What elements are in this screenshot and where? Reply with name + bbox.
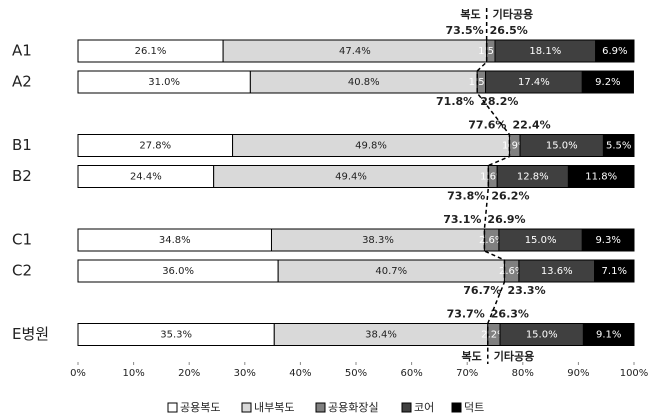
value-label: 34.8% bbox=[159, 235, 191, 246]
category-label: A2 bbox=[12, 73, 32, 91]
value-label: 40.8% bbox=[348, 77, 380, 88]
split-label-left: 71.8% bbox=[436, 95, 474, 108]
value-label: 36.0% bbox=[162, 266, 194, 277]
value-label: 27.8% bbox=[139, 141, 171, 152]
category-label: E병원 bbox=[12, 325, 49, 343]
legend-swatch bbox=[451, 402, 462, 413]
value-label: 9.3% bbox=[595, 235, 620, 246]
bar-segment bbox=[567, 165, 635, 188]
bar-segment bbox=[582, 323, 635, 346]
x-tick-label: 0% bbox=[70, 368, 86, 379]
value-label: 1.6% bbox=[480, 172, 505, 183]
split-label-left: 73.1% bbox=[443, 213, 481, 226]
legend-label: 덕트 bbox=[464, 401, 484, 414]
split-label-left: 76.7% bbox=[463, 284, 501, 297]
split-label-right: 26.5% bbox=[490, 24, 528, 37]
divider-label-right: 기타공용 bbox=[493, 7, 533, 21]
split-label-right: 22.4% bbox=[512, 119, 550, 132]
value-label: 5.5% bbox=[606, 141, 631, 152]
value-label: 15.0% bbox=[546, 141, 578, 152]
value-label: 12.8% bbox=[517, 172, 549, 183]
category-label: C2 bbox=[12, 262, 32, 280]
legend-swatch bbox=[167, 402, 178, 413]
value-label: 17.4% bbox=[518, 77, 550, 88]
value-label: 9.1% bbox=[596, 330, 621, 341]
divider-label-right: 기타공용 bbox=[494, 349, 534, 363]
split-label-right: 26.9% bbox=[487, 213, 525, 226]
value-label: 6.9% bbox=[602, 46, 627, 57]
value-label: 15.0% bbox=[526, 330, 558, 341]
x-tick-label: 50% bbox=[345, 368, 367, 379]
value-label: 40.7% bbox=[375, 266, 407, 277]
bar-segment bbox=[602, 134, 635, 157]
split-label-left: 77.6% bbox=[468, 119, 506, 132]
value-label: 1.5% bbox=[478, 46, 503, 57]
value-label: 38.4% bbox=[365, 330, 397, 341]
split-label-right: 26.3% bbox=[491, 308, 529, 321]
value-label: 2.6% bbox=[499, 266, 524, 277]
category-label: B2 bbox=[12, 167, 32, 185]
value-label: 49.8% bbox=[355, 141, 387, 152]
split-label-left: 73.7% bbox=[447, 308, 485, 321]
split-label-right: 26.2% bbox=[491, 190, 529, 203]
split-label-left: 73.5% bbox=[445, 24, 483, 37]
x-tick-label: 70% bbox=[456, 368, 478, 379]
legend-swatch bbox=[315, 402, 326, 413]
value-label: 49.4% bbox=[335, 172, 367, 183]
x-tick-label: 20% bbox=[178, 368, 200, 379]
value-label: 7.1% bbox=[602, 266, 627, 277]
value-label: 31.0% bbox=[148, 77, 180, 88]
legend-label: 공용화장실 bbox=[328, 401, 379, 414]
x-tick-label: 80% bbox=[512, 368, 534, 379]
divider-line bbox=[476, 8, 511, 364]
x-tick-label: 60% bbox=[400, 368, 422, 379]
legend-label: 코어 bbox=[414, 401, 434, 414]
x-tick-label: 30% bbox=[234, 368, 256, 379]
divider-label-left: 복도 bbox=[460, 7, 480, 21]
value-label: 1.9% bbox=[502, 141, 527, 152]
value-label: 9.2% bbox=[595, 77, 620, 88]
category-label: A1 bbox=[12, 42, 32, 60]
value-label: 15.0% bbox=[525, 235, 557, 246]
value-label: 24.4% bbox=[130, 172, 162, 183]
category-label: B1 bbox=[12, 136, 32, 154]
split-label-right: 23.3% bbox=[507, 284, 545, 297]
value-label: 26.1% bbox=[135, 46, 167, 57]
legend-label: 공용복도 bbox=[180, 401, 220, 414]
value-label: 2.6% bbox=[479, 235, 504, 246]
x-tick-label: 40% bbox=[289, 368, 311, 379]
x-tick-label: 90% bbox=[567, 368, 589, 379]
bar-segment bbox=[594, 259, 635, 283]
value-label: 38.3% bbox=[362, 235, 394, 246]
split-label-right: 28.2% bbox=[480, 95, 518, 108]
legend-swatch bbox=[401, 402, 412, 413]
value-label: 1.5% bbox=[469, 77, 494, 88]
x-tick-label: 10% bbox=[122, 368, 144, 379]
value-label: 47.4% bbox=[339, 46, 371, 57]
split-label-left: 73.8% bbox=[447, 190, 485, 203]
x-tick-label: 100% bbox=[620, 368, 649, 379]
divider-label-left: 복도 bbox=[462, 349, 482, 363]
category-label: C1 bbox=[12, 231, 32, 249]
legend-label: 내부복도 bbox=[254, 401, 294, 414]
value-label: 35.3% bbox=[160, 330, 192, 341]
value-label: 11.8% bbox=[585, 172, 617, 183]
legend-swatch bbox=[241, 402, 252, 413]
bar-segment bbox=[595, 39, 635, 63]
bar-segment bbox=[581, 228, 635, 252]
value-label: 18.1% bbox=[529, 46, 561, 57]
bar-segment bbox=[581, 70, 634, 94]
value-label: 2.2% bbox=[481, 330, 506, 341]
value-label: 13.6% bbox=[541, 266, 573, 277]
